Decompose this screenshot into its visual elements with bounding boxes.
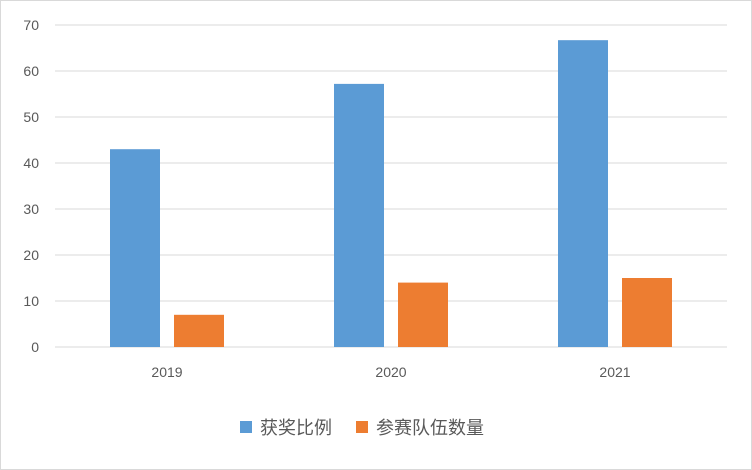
y-tick-label: 60 [23, 63, 39, 79]
legend-label-0: 获奖比例 [260, 418, 332, 439]
legend-label-1: 参赛队伍数量 [376, 418, 484, 439]
legend: 获奖比例 参赛队伍数量 [240, 418, 484, 439]
y-tick-label: 30 [23, 201, 39, 217]
bar-2020-series-1 [398, 282, 448, 347]
legend-swatch-1 [356, 421, 368, 433]
legend-swatch-0 [240, 421, 252, 433]
y-tick-label: 70 [23, 17, 39, 33]
bars [110, 40, 672, 348]
x-tick-label: 2019 [151, 364, 182, 380]
x-tick-label: 2021 [599, 364, 630, 380]
y-tick-label: 10 [23, 293, 39, 309]
bar-2021-series-0 [558, 40, 608, 348]
gridlines [55, 24, 727, 348]
x-axis: 2019 2020 2021 [151, 364, 630, 380]
y-tick-label: 40 [23, 155, 39, 171]
x-tick-label: 2020 [375, 364, 406, 380]
bar-2019-series-0 [110, 149, 160, 347]
y-tick-label: 50 [23, 109, 39, 125]
bar-2021-series-1 [622, 278, 672, 347]
bar-2020-series-0 [334, 83, 384, 347]
y-tick-label: 0 [31, 339, 39, 355]
y-axis: 0 10 20 30 40 50 60 70 [23, 17, 39, 355]
y-tick-label: 20 [23, 247, 39, 263]
bar-2019-series-1 [174, 314, 224, 347]
